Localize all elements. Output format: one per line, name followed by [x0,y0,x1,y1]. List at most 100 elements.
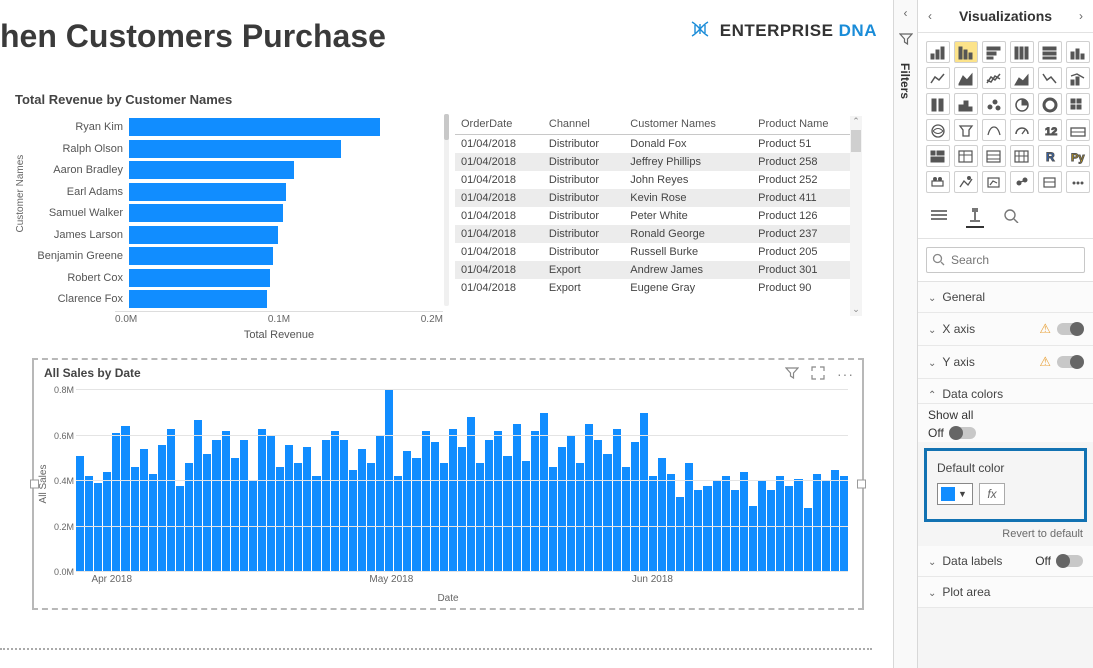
visual-type-button[interactable] [954,145,978,167]
visual-type-button[interactable] [926,171,950,193]
plotarea-section[interactable]: ⌄Plot area [918,577,1093,608]
bar[interactable] [831,470,839,572]
toggle[interactable] [1057,323,1083,335]
revert-link[interactable]: Revert to default [918,528,1093,546]
visual-type-button[interactable] [1010,67,1034,89]
visual-type-button[interactable] [954,93,978,115]
visual-type-button[interactable] [1010,145,1034,167]
bar[interactable] [167,429,175,572]
format-tab-icon[interactable] [966,207,984,228]
bar[interactable] [222,431,230,572]
table-row[interactable]: 01/04/2018DistributorJohn ReyesProduct 2… [455,171,860,189]
bar-fill[interactable] [129,183,286,201]
visual-type-button[interactable] [1010,119,1034,141]
bar[interactable] [94,483,102,572]
visual-type-button[interactable] [1066,93,1090,115]
bar[interactable] [212,440,220,572]
visual-type-button[interactable] [982,93,1006,115]
table-row[interactable]: 01/04/2018DistributorKevin RoseProduct 4… [455,189,860,207]
visual-type-button[interactable] [1066,41,1090,63]
visual-type-button[interactable] [1010,41,1034,63]
bar[interactable] [785,486,793,572]
visual-type-button[interactable] [954,119,978,141]
bar[interactable] [694,490,702,572]
horizontal-bar-chart[interactable]: Total Revenue by Customer Names Customer… [15,92,443,348]
table-row[interactable]: 01/04/2018DistributorJeffrey PhillipsPro… [455,153,860,171]
bar[interactable] [158,445,166,572]
fields-tab-icon[interactable] [930,207,948,228]
visual-type-button[interactable] [1066,67,1090,89]
analytics-tab-icon[interactable] [1002,207,1020,228]
bar[interactable] [822,481,830,572]
column-header[interactable]: Customer Names [624,114,752,135]
column-header[interactable]: Channel [543,114,624,135]
bar-fill[interactable] [129,290,267,308]
bar[interactable] [813,474,821,572]
visual-type-button[interactable] [1038,41,1062,63]
bar[interactable] [549,467,557,572]
column-header[interactable]: OrderDate [455,114,543,135]
datalabels-section[interactable]: ⌄Data labelsOff [918,546,1093,577]
bar[interactable] [322,440,330,572]
bar-fill[interactable] [129,226,278,244]
bar[interactable] [658,458,666,572]
bar[interactable] [503,456,511,572]
bar[interactable] [758,481,766,572]
bar[interactable] [613,429,621,572]
bar[interactable] [749,506,757,572]
bar-fill[interactable] [129,118,380,136]
bar-fill[interactable] [129,204,283,222]
visual-type-button[interactable] [1038,67,1062,89]
bar[interactable] [285,445,293,572]
bar[interactable] [767,490,775,572]
bar[interactable] [131,467,139,572]
bar[interactable] [594,440,602,572]
bar[interactable] [340,440,348,572]
bar[interactable] [121,426,129,572]
visual-type-button[interactable] [954,171,978,193]
bar[interactable] [640,413,648,572]
yaxis-section[interactable]: ⌄Y axis⚠ [918,346,1093,379]
visual-type-button[interactable] [926,41,950,63]
bar[interactable] [194,420,202,572]
general-section[interactable]: ⌄General [918,282,1093,313]
bar[interactable] [231,458,239,572]
bar[interactable] [631,442,639,572]
bar[interactable] [403,451,411,572]
visual-type-button[interactable] [954,41,978,63]
bar[interactable] [513,424,521,572]
bar-fill[interactable] [129,140,341,158]
visual-type-button[interactable] [926,93,950,115]
visual-type-button[interactable] [1038,93,1062,115]
visual-type-button[interactable] [982,41,1006,63]
toggle[interactable] [1057,555,1083,567]
more-options-icon[interactable]: ··· [837,366,854,383]
bar[interactable] [358,449,366,572]
visual-type-button[interactable] [982,145,1006,167]
bar[interactable] [804,508,812,572]
bar[interactable] [558,447,566,572]
column-header[interactable]: Product Name [752,114,860,135]
visual-type-button[interactable] [982,171,1006,193]
bar[interactable] [331,431,339,572]
bar[interactable] [140,449,148,572]
bar[interactable] [76,456,84,572]
bar[interactable] [649,476,657,572]
visual-type-button[interactable]: 12 [1038,119,1062,141]
bar[interactable] [667,474,675,572]
scroll-thumb[interactable] [851,130,861,152]
bar[interactable] [622,467,630,572]
bar[interactable] [585,424,593,572]
visual-type-button[interactable] [982,119,1006,141]
color-picker[interactable]: ▼ [937,483,973,505]
bar-fill[interactable] [129,161,294,179]
bar[interactable] [240,440,248,572]
visual-type-button[interactable] [1010,171,1034,193]
bar[interactable] [431,442,439,572]
bar[interactable] [249,481,257,572]
bar[interactable] [676,497,684,572]
bar[interactable] [485,440,493,572]
bar[interactable] [776,476,784,572]
table-row[interactable]: 01/04/2018DistributorDonald FoxProduct 5… [455,135,860,154]
visual-type-button[interactable]: Py [1066,145,1090,167]
